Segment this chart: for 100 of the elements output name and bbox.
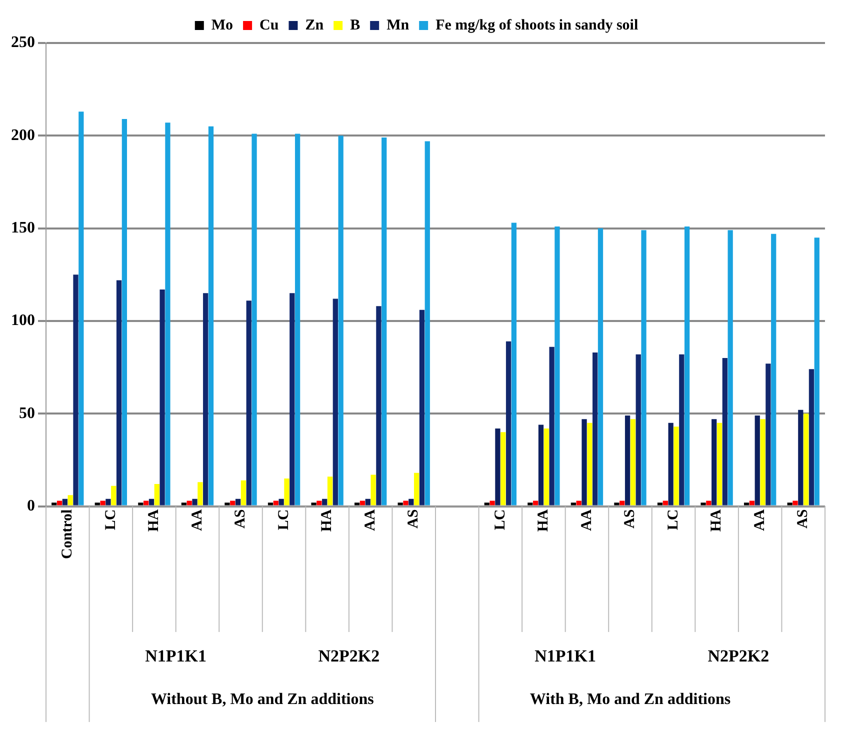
bar — [230, 500, 236, 506]
legend-label: Fe mg/kg of shoots in sandy soil — [436, 17, 638, 34]
bar — [620, 500, 625, 506]
bar — [111, 486, 116, 506]
bar — [814, 238, 820, 506]
x-tick-label: AS — [622, 509, 638, 528]
y-tick-label: 0 — [27, 497, 35, 514]
bar — [668, 422, 674, 506]
bar — [716, 422, 722, 506]
bar — [165, 122, 170, 506]
bar — [787, 502, 792, 506]
bar — [148, 498, 154, 506]
bar — [419, 310, 425, 506]
bar — [636, 354, 641, 506]
bar — [240, 480, 246, 506]
bar — [192, 498, 198, 506]
bar — [766, 364, 771, 506]
bar — [68, 495, 73, 506]
bar — [322, 498, 328, 506]
x-tick-label: LC — [102, 509, 119, 530]
bar — [78, 112, 84, 506]
bar — [290, 293, 295, 506]
bar — [160, 289, 165, 506]
bar — [679, 354, 684, 506]
text: N2P2K2 — [318, 646, 380, 666]
text: With B, Mo and Zn additions — [530, 691, 731, 708]
bar — [712, 419, 717, 506]
bar — [122, 118, 128, 506]
bar — [754, 415, 760, 506]
bar — [528, 502, 533, 506]
bar — [662, 500, 668, 506]
bar — [403, 500, 408, 506]
bar — [587, 422, 592, 506]
x-tick-label: AS — [406, 509, 422, 528]
bar — [771, 234, 776, 506]
x-tick-label: AS — [795, 509, 812, 528]
bar — [338, 136, 344, 506]
bar — [311, 502, 316, 506]
bar — [106, 498, 111, 506]
bar — [203, 293, 208, 506]
bar — [544, 428, 549, 506]
bar — [803, 414, 809, 506]
bar — [376, 306, 382, 506]
bar — [598, 228, 604, 506]
bar — [294, 134, 300, 506]
text: N2P2K2 — [708, 646, 770, 666]
bar — [73, 274, 78, 506]
bar — [624, 415, 630, 506]
bar — [582, 419, 587, 506]
bar — [657, 502, 663, 506]
bar — [490, 500, 495, 506]
bar — [252, 134, 257, 506]
legend-label: Cu — [260, 17, 279, 34]
bar — [52, 502, 57, 506]
y-tick-label: 250 — [11, 34, 35, 52]
bar — [316, 500, 322, 506]
bar — [744, 502, 750, 506]
text: N1P1K1 — [145, 646, 207, 666]
bar — [808, 369, 814, 506]
bar — [398, 502, 403, 506]
bar — [500, 432, 506, 506]
bar — [144, 500, 149, 506]
bar — [706, 500, 712, 506]
legend-label: B — [350, 17, 360, 34]
bar — [414, 472, 420, 506]
bar — [684, 226, 690, 506]
bar — [484, 502, 490, 506]
bar — [186, 500, 192, 506]
bar — [278, 498, 284, 506]
legend-label: Zn — [305, 17, 324, 34]
bar — [56, 500, 62, 506]
x-tick-label: AS — [232, 509, 249, 528]
bar — [62, 498, 68, 506]
x-tick-label: HA — [319, 509, 336, 532]
bar — [370, 474, 376, 506]
bar — [198, 482, 203, 506]
bar — [506, 341, 512, 506]
bar — [208, 126, 214, 506]
bar — [273, 500, 278, 506]
bar — [495, 428, 500, 506]
legend-label: Mn — [386, 17, 410, 34]
bar — [722, 358, 728, 506]
y-tick-label: 100 — [11, 312, 35, 330]
x-tick-label: AA — [189, 509, 206, 531]
bar — [116, 280, 122, 506]
bar — [728, 230, 733, 506]
bar — [246, 300, 252, 506]
x-tick-label: Control — [60, 509, 76, 560]
bar — [554, 226, 560, 506]
bar — [614, 502, 620, 506]
text: N1P1K1 — [534, 646, 596, 666]
bar — [235, 498, 241, 506]
bar — [382, 138, 387, 506]
bar — [674, 426, 679, 506]
x-tick-label: LC — [276, 509, 292, 530]
bar — [792, 500, 798, 506]
bar — [592, 352, 598, 506]
y-tick-label: 150 — [11, 219, 35, 236]
bar — [749, 500, 755, 506]
bar — [538, 424, 544, 506]
